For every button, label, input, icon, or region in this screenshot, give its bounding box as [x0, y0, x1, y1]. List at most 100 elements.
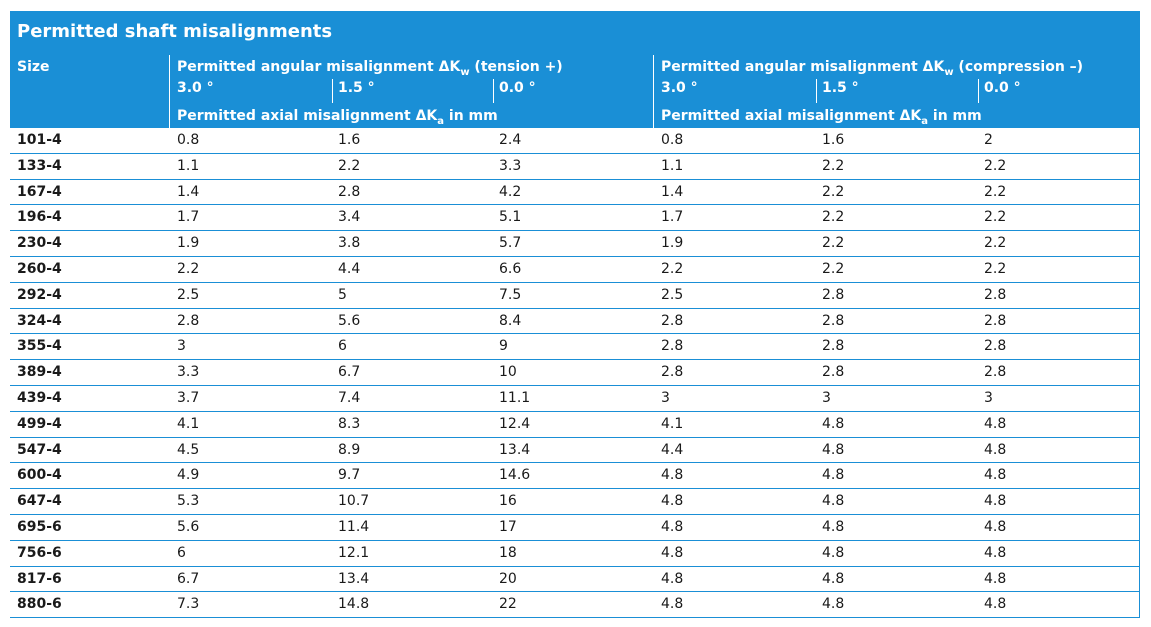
compression-value-cell: 4.8 — [822, 415, 845, 432]
header-divider — [816, 79, 817, 103]
compression-value-cell: 3 — [661, 389, 670, 406]
compression-value-cell: 4.8 — [984, 596, 1007, 613]
compression-value-cell: 3 — [984, 389, 993, 406]
compression-value-cell: 2.8 — [984, 286, 1007, 303]
tension-value-cell: 5.6 — [338, 312, 361, 329]
tension-value-cell: 3.3 — [177, 364, 200, 381]
tension-value-cell: 10.7 — [338, 493, 370, 510]
compression-value-cell: 1.6 — [822, 132, 845, 148]
table-row: 600-4 4.9 9.7 14.6 4.8 4.8 4.8 — [10, 463, 1140, 490]
misalignment-table: Permitted shaft misalignments Size Permi… — [10, 11, 1140, 619]
compression-value-cell: 1.4 — [661, 183, 684, 200]
compression-value-cell: 2.2 — [984, 260, 1007, 277]
compression-value-cell: 4.8 — [661, 596, 684, 613]
tension-value-cell: 11.4 — [338, 518, 370, 535]
tension-value-cell: 3.7 — [177, 389, 200, 406]
tension-value-cell: 4.9 — [177, 467, 200, 484]
compression-value-cell: 4.8 — [822, 518, 845, 535]
header-divider — [332, 79, 333, 103]
compression-value-cell: 4.8 — [661, 467, 684, 484]
compression-value-cell: 4.8 — [661, 518, 684, 535]
axial-header: Permitted axial misalignment ΔKa in mm — [177, 108, 498, 127]
compression-value-cell: 4.8 — [661, 570, 684, 587]
tension-value-cell: 7.3 — [177, 596, 200, 613]
compression-value-cell: 4.8 — [984, 570, 1007, 587]
tension-value-cell: 1.7 — [177, 209, 200, 226]
size-cell: 324-4 — [17, 312, 62, 329]
compression-value-cell: 4.8 — [984, 493, 1007, 510]
tension-header: Permitted angular misalignment ΔKw (tens… — [177, 59, 563, 78]
table-row: 167-4 1.4 2.8 4.2 1.4 2.2 2.2 — [10, 180, 1140, 206]
tension-value-cell: 5.1 — [499, 209, 522, 226]
axial-header: Permitted axial misalignment ΔKa in mm — [661, 108, 982, 127]
angle-header: 1.5 ° — [338, 80, 375, 96]
compression-value-cell: 2.2 — [822, 157, 845, 174]
tension-value-cell: 5.6 — [177, 518, 200, 535]
compression-value-cell: 4.8 — [661, 544, 684, 561]
tension-value-cell: 1.4 — [177, 183, 200, 200]
tension-value-cell: 6 — [338, 338, 347, 355]
table-header: Permitted shaft misalignments Size Permi… — [10, 11, 1140, 128]
tension-value-cell: 11.1 — [499, 389, 531, 406]
compression-value-cell: 2.8 — [661, 364, 684, 381]
size-cell: 133-4 — [17, 157, 62, 174]
compression-value-cell: 2.8 — [661, 338, 684, 355]
tension-value-cell: 1.1 — [177, 157, 200, 174]
size-cell: 101-4 — [17, 132, 62, 148]
tension-value-cell: 12.1 — [338, 544, 370, 561]
tension-value-cell: 2.4 — [499, 132, 522, 148]
angle-header: 3.0 ° — [177, 80, 214, 96]
tension-value-cell: 1.9 — [177, 235, 200, 252]
header-divider — [653, 55, 654, 128]
tension-value-cell: 6 — [177, 544, 186, 561]
tension-value-cell: 5 — [338, 286, 347, 303]
tension-value-cell: 9 — [499, 338, 508, 355]
tension-value-cell: 2.2 — [338, 157, 361, 174]
size-cell: 647-4 — [17, 493, 62, 510]
compression-value-cell: 2.2 — [822, 209, 845, 226]
table-body: 101-4 0.8 1.6 2.4 0.8 1.6 2 133-4 1.1 2.2 3.3 1.1 2.… — [10, 128, 1140, 619]
tension-value-cell: 12.4 — [499, 415, 531, 432]
compression-value-cell: 4.8 — [661, 493, 684, 510]
tension-value-cell: 6.7 — [338, 364, 361, 381]
tension-value-cell: 6.6 — [499, 260, 522, 277]
tension-value-cell: 4.1 — [177, 415, 200, 432]
compression-value-cell: 1.9 — [661, 235, 684, 252]
header-divider — [493, 79, 494, 103]
compression-value-cell: 4.4 — [661, 441, 684, 458]
tension-value-cell: 8.4 — [499, 312, 522, 329]
compression-value-cell: 2.5 — [661, 286, 684, 303]
compression-value-cell: 2 — [984, 132, 993, 148]
table-row: 389-4 3.3 6.7 10 2.8 2.8 2.8 — [10, 360, 1140, 386]
table-row: 817-6 6.7 13.4 20 4.8 4.8 4.8 — [10, 567, 1140, 593]
table-row: 439-4 3.7 7.4 11.1 3 3 3 — [10, 386, 1140, 412]
size-cell: 817-6 — [17, 570, 62, 587]
compression-value-cell: 2.8 — [822, 364, 845, 381]
size-cell: 196-4 — [17, 209, 62, 226]
header-divider — [169, 55, 170, 128]
compression-value-cell: 2.2 — [984, 183, 1007, 200]
compression-value-cell: 2.2 — [984, 209, 1007, 226]
table-row: 260-4 2.2 4.4 6.6 2.2 2.2 2.2 — [10, 257, 1140, 283]
tension-value-cell: 7.4 — [338, 389, 361, 406]
compression-value-cell: 3 — [822, 389, 831, 406]
table-right-border — [1139, 11, 1140, 619]
tension-value-cell: 17 — [499, 518, 517, 535]
size-cell: 167-4 — [17, 183, 62, 200]
compression-value-cell: 1.1 — [661, 157, 684, 174]
compression-value-cell: 2.2 — [822, 235, 845, 252]
tension-value-cell: 2.2 — [177, 260, 200, 277]
angle-header: 1.5 ° — [822, 80, 859, 96]
compression-value-cell: 1.7 — [661, 209, 684, 226]
size-cell: 756-6 — [17, 544, 62, 561]
size-cell: 260-4 — [17, 260, 62, 277]
compression-value-cell: 2.2 — [984, 235, 1007, 252]
compression-value-cell: 2.8 — [822, 286, 845, 303]
table-row: 547-4 4.5 8.9 13.4 4.4 4.8 4.8 — [10, 438, 1140, 464]
tension-value-cell: 4.4 — [338, 260, 361, 277]
compression-value-cell: 4.8 — [984, 415, 1007, 432]
tension-value-cell: 8.9 — [338, 441, 361, 458]
tension-value-cell: 3.4 — [338, 209, 361, 226]
tension-value-cell: 3 — [177, 338, 186, 355]
compression-value-cell: 4.8 — [984, 467, 1007, 484]
